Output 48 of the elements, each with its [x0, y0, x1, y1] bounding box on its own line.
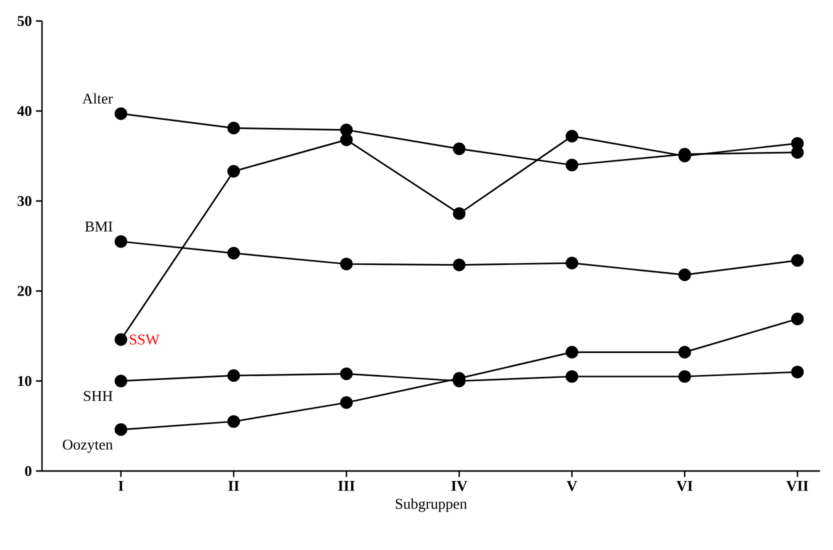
x-tick-label: II: [228, 481, 239, 491]
y-tick-label: 0: [25, 466, 32, 476]
y-tick-label: 40: [17, 106, 32, 116]
series-label: Oozyten: [62, 440, 113, 453]
point: [114, 333, 128, 346]
point: [566, 256, 578, 270]
point: [566, 158, 578, 172]
x-axis-title: Subgruppen: [396, 498, 467, 512]
x-tick-label: VI: [676, 481, 692, 492]
point: [452, 258, 466, 272]
point: [452, 207, 466, 220]
x-tick-label: IV: [451, 481, 468, 492]
point: [791, 366, 804, 378]
point: [340, 368, 353, 380]
point: [114, 107, 128, 120]
point: [566, 346, 578, 358]
point: [227, 165, 240, 178]
y-tick-label: 50: [18, 16, 32, 26]
x-tick-label: I: [118, 481, 124, 491]
point: [227, 246, 240, 260]
point: [227, 415, 240, 428]
series-label: Alter: [82, 93, 113, 104]
point: [340, 124, 353, 136]
point: [452, 142, 466, 156]
point: [227, 122, 240, 134]
y-tick-label: 20: [18, 286, 32, 296]
point: [114, 423, 128, 436]
point: [566, 130, 578, 142]
point: [678, 370, 692, 383]
point: [678, 346, 692, 358]
point: [566, 370, 578, 383]
point: [340, 258, 353, 270]
point: [340, 396, 353, 409]
x-tick-label: VII: [786, 481, 808, 492]
series-label: SHH: [84, 391, 112, 402]
y-tick-label: 30: [18, 196, 32, 206]
point: [340, 134, 353, 146]
point: [678, 268, 692, 282]
y-tick-label: 10: [18, 376, 32, 386]
x-tick-label: III: [338, 481, 355, 491]
series-label: SSW: [130, 334, 160, 345]
series-label: BMI: [85, 222, 112, 232]
point: [114, 374, 128, 388]
x-tick-label: V: [566, 481, 578, 492]
point: [114, 235, 128, 248]
point: [791, 312, 804, 326]
point: [227, 369, 240, 382]
point: [791, 254, 804, 267]
